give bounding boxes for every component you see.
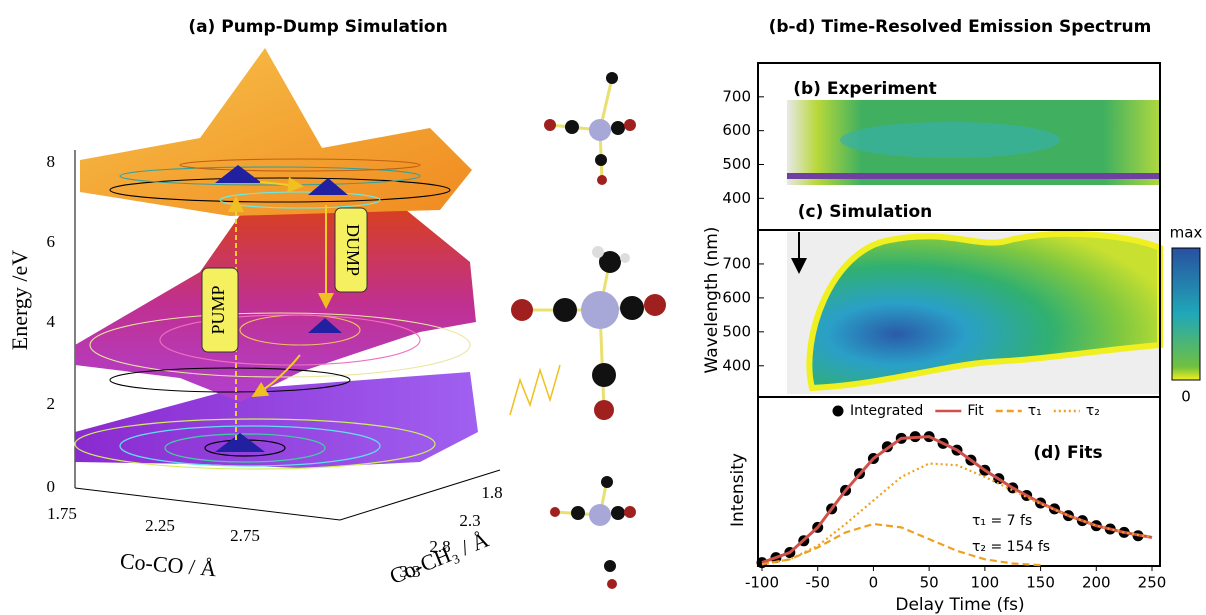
x-tick-label: 50 <box>920 574 939 592</box>
colorbar <box>1171 247 1201 381</box>
pump-label: PUMP <box>208 285 228 334</box>
z-tick-label: 6 <box>47 232 56 251</box>
x-tick-label: 100 <box>971 574 1000 592</box>
atoms <box>511 72 666 589</box>
x-tick-label: 200 <box>1082 574 1111 592</box>
pump-box <box>201 267 239 353</box>
heatmap-core <box>840 122 1060 158</box>
y-tick-label: 2.8 <box>429 537 450 556</box>
surface-high <box>80 48 472 216</box>
panel-title: (c) Simulation <box>798 202 932 222</box>
panel-a: (a) Pump-Dump Simulation PUMP DUMP Energ… <box>7 17 666 589</box>
series-line <box>761 435 1153 565</box>
panel-title: (b) Experiment <box>793 79 937 99</box>
x-axis-label: Co-CO / Å <box>119 548 217 581</box>
contours <box>74 418 436 470</box>
y-axis-label: Wavelength (nm) <box>702 227 722 374</box>
y-tick-label: 700 <box>722 87 751 105</box>
x-tick-label: 2.75 <box>230 526 260 545</box>
dump-label: DUMP <box>343 224 363 276</box>
legend-label: Fit <box>967 403 984 419</box>
y-tick-label: 500 <box>722 155 751 173</box>
legend-label: τ₂ <box>1086 403 1100 419</box>
y-tick-label: 400 <box>722 189 751 207</box>
legend-label: Integrated <box>850 403 923 419</box>
y-tick-label: 2.3 <box>459 511 480 530</box>
x-tick-label: 250 <box>1138 574 1167 592</box>
panels-title: (b-d) Time-Resolved Emission Spectrum <box>769 17 1152 37</box>
colorbar-label: max <box>1170 224 1203 242</box>
x-tick-label: 0 <box>869 574 879 592</box>
z-tick-label: 8 <box>47 152 56 171</box>
heatmap-simulation <box>806 230 1163 392</box>
colorbar-label: 0 <box>1181 388 1191 406</box>
wavepackets <box>215 165 348 452</box>
y-tick-label: 3.3 <box>399 562 420 581</box>
y-tick-label: 700 <box>722 254 751 272</box>
y-tick-label: 600 <box>722 121 751 139</box>
legend-marker <box>832 405 844 417</box>
y-axis-label: Co-CH₃ / Å <box>386 527 492 589</box>
x-tick-label: 2.25 <box>145 516 175 535</box>
dump-box <box>334 207 368 293</box>
annotation: τ₁ = 7 fs <box>972 513 1032 529</box>
panel-title: (d) Fits <box>1033 443 1102 463</box>
series-line <box>761 522 1041 567</box>
series-line <box>761 462 1153 566</box>
surface-mid <box>75 205 476 402</box>
x-tick-label: 150 <box>1026 574 1055 592</box>
surface-low <box>75 372 478 468</box>
z-tick-label: 4 <box>47 312 56 331</box>
annotation: τ₂ = 154 fs <box>972 539 1050 555</box>
panel-frames <box>757 62 1161 567</box>
y-tick-label: 1.8 <box>481 483 502 502</box>
x-tick-label: -100 <box>745 574 779 592</box>
z-axis-label: Energy /eV <box>7 250 32 351</box>
x-axis-label: Delay Time (fs) <box>895 595 1024 615</box>
x-tick-label: -50 <box>805 574 830 592</box>
z-tick-label: 2 <box>47 394 56 413</box>
y-tick-label: 500 <box>722 322 751 340</box>
axis-box <box>74 469 501 521</box>
x-tick-label: 1.75 <box>47 504 77 523</box>
heatmap-band <box>787 173 1160 179</box>
z-tick-label: 0 <box>47 477 56 496</box>
y-tick-label: 400 <box>722 356 751 374</box>
panel-title: (a) Pump-Dump Simulation <box>188 17 447 37</box>
y-axis-label: Intensity <box>728 453 748 527</box>
y-tick-label: 600 <box>722 288 751 306</box>
legend-label: τ₁ <box>1028 403 1042 419</box>
